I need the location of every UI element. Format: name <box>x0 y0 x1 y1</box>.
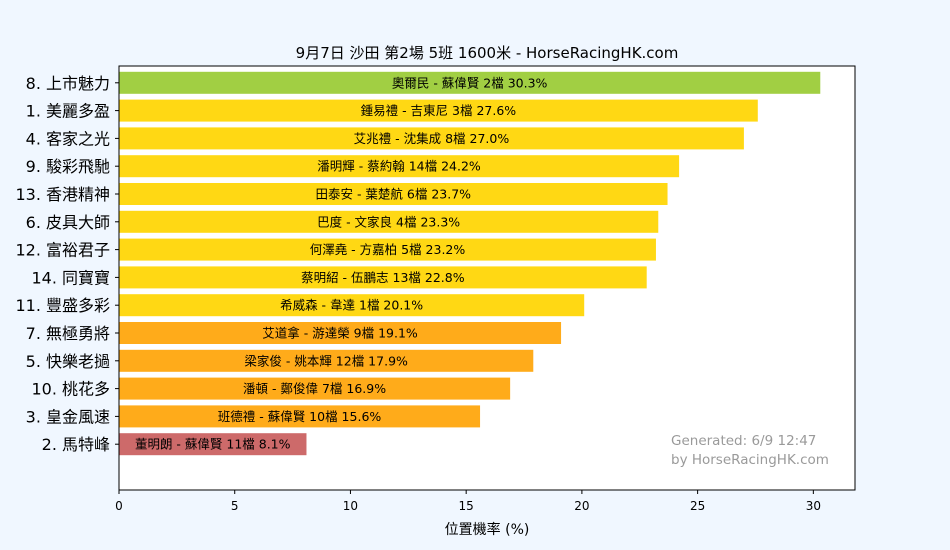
y-tick-label: 6. 皮具大師 <box>26 213 110 232</box>
y-tick-label: 5. 快樂老撾 <box>26 352 110 371</box>
bar <box>119 71 821 94</box>
y-tick-label: 2. 馬特峰 <box>42 435 110 454</box>
watermark-generated: Generated: 6/9 12:47 <box>671 433 816 449</box>
bar <box>119 322 562 344</box>
x-tick-label: 15 <box>459 499 474 513</box>
y-tick-label: 14. 同寶寶 <box>31 268 110 287</box>
bar-value-label: 蔡明紹 - 伍鵬志 13檔 22.8% <box>301 270 465 285</box>
x-tick-label: 10 <box>343 499 358 513</box>
y-tick-label: 10. 桃花多 <box>31 380 110 399</box>
bar-value-label: 希威森 - 韋達 1檔 20.1% <box>280 298 423 313</box>
bar-value-label: 巴度 - 文家良 4檔 23.3% <box>317 214 460 229</box>
bar <box>119 266 647 289</box>
y-tick-label: 13. 香港精神 <box>15 185 110 204</box>
y-tick-label: 1. 美麗多盈 <box>26 102 110 121</box>
bar-value-label: 鍾易禮 - 吉東尼 3檔 27.6% <box>361 103 517 118</box>
bar-value-label: 艾兆禮 - 沈集成 8檔 27.0% <box>354 131 510 146</box>
bar-value-label: 奧爾民 - 蘇偉賢 2檔 30.3% <box>392 75 548 90</box>
bar <box>119 210 659 233</box>
y-tick-label: 12. 富裕君子 <box>15 241 110 260</box>
bar-labels-group: 奧爾民 - 蘇偉賢 2檔 30.3% 鍾易禮 - 吉東尼 3檔 27.6% 艾兆禮 … <box>135 75 548 451</box>
bar-value-label: 艾道拿 - 游達榮 9檔 19.1% <box>262 326 418 341</box>
y-tick-label: 3. 皇金風速 <box>26 407 110 426</box>
bar <box>119 349 534 372</box>
y-tick-label: 9. 駿彩飛馳 <box>26 157 110 176</box>
watermark-site: by HorseRacingHK.com <box>671 452 829 468</box>
bar <box>119 155 680 178</box>
y-tick-label: 7. 無極勇將 <box>26 324 110 343</box>
x-tick-label: 0 <box>115 499 123 513</box>
x-tick-label: 25 <box>690 499 705 513</box>
bar-value-label: 梁家俊 - 姚本輝 12檔 17.9% <box>244 353 408 368</box>
y-tick-label: 4. 客家之光 <box>26 129 110 148</box>
x-tick-label: 30 <box>806 499 821 513</box>
bar-value-label: 潘明輝 - 蔡約翰 14檔 24.2% <box>317 159 481 174</box>
bar <box>119 238 656 261</box>
bar <box>119 377 511 400</box>
bar <box>119 294 585 317</box>
chart-title: 9月7日 沙田 第2場 5班 1600米 - HorseRacingHK.com <box>296 44 679 62</box>
bar <box>119 127 744 150</box>
x-axis-label: 位置機率 (%) <box>445 521 530 538</box>
bar-value-label: 田泰安 - 葉楚航 6檔 23.7% <box>315 187 471 202</box>
y-axis-labels: 8. 上市魅力 1. 美麗多盈 4. 客家之光 9. 駿彩飛馳 13. 香港精神 6. 皮… <box>15 74 119 454</box>
bar-value-label: 班德禮 - 蘇偉賢 10檔 15.6% <box>218 409 382 424</box>
watermark: Generated: 6/9 12:47 by HorseRacingHK.co… <box>671 433 829 468</box>
bar-value-label: 何澤堯 - 方嘉柏 5檔 23.2% <box>310 242 466 257</box>
x-tick-label: 5 <box>231 499 239 513</box>
bar-value-label: 潘頓 - 鄭俊偉 7檔 16.9% <box>243 381 386 396</box>
bar-value-label: 董明朗 - 蘇偉賢 11檔 8.1% <box>135 437 291 452</box>
bars-group <box>119 71 821 456</box>
bar <box>119 405 481 428</box>
bar <box>119 183 668 205</box>
x-tick-label: 20 <box>574 499 589 513</box>
bar <box>119 433 307 456</box>
y-tick-label: 8. 上市魅力 <box>26 74 110 93</box>
plot-frame <box>118 65 856 491</box>
y-tick-label: 11. 豐盛多彩 <box>15 296 110 315</box>
bar <box>119 99 758 122</box>
x-axis-ticks: 0 5 10 15 20 25 30 <box>115 490 821 513</box>
